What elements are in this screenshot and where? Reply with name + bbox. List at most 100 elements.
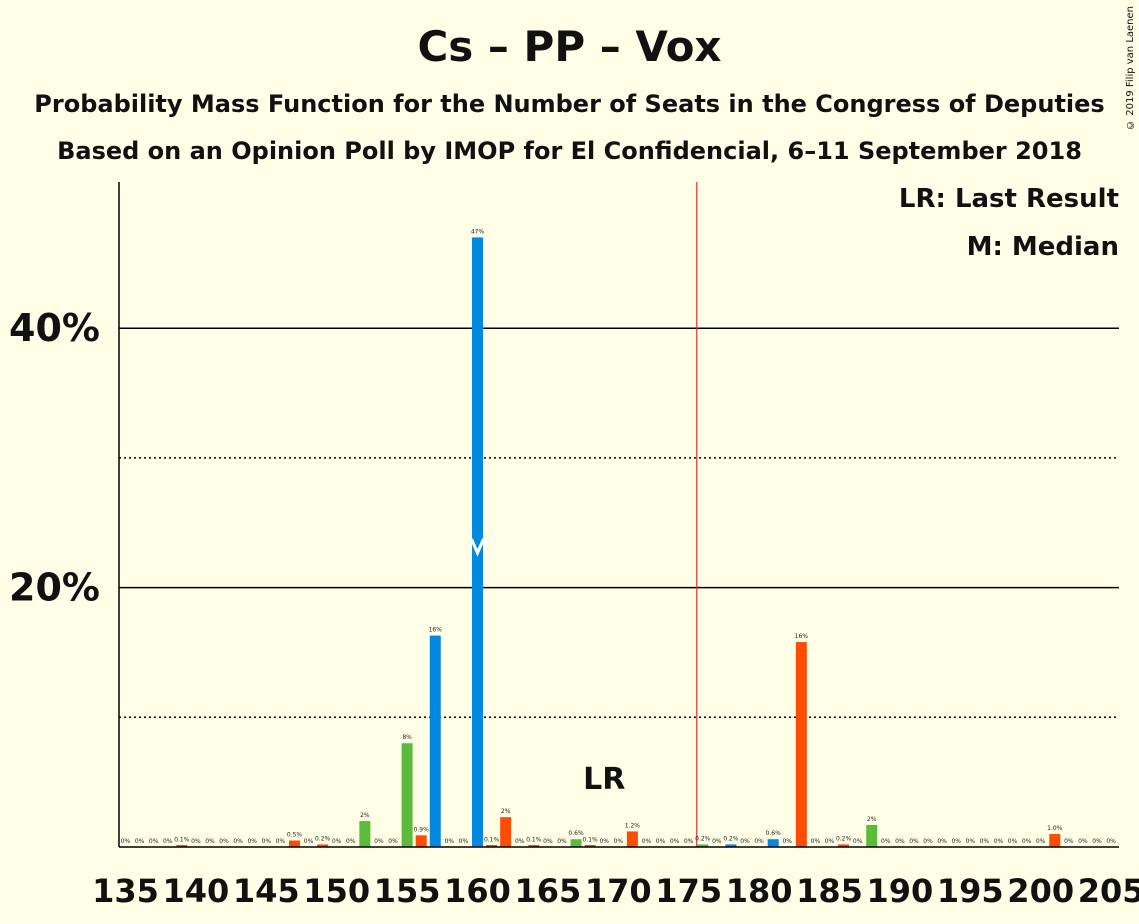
bar-label-140: 0% [191, 838, 201, 845]
legend-last-result: LR: Last Result [898, 184, 1119, 214]
bar-label-184: 0% [811, 838, 821, 845]
bar-label-191: 0% [909, 838, 919, 845]
bar-label-181: 0.6% [766, 830, 782, 837]
bar-label-137: 0% [149, 838, 159, 845]
bar-label-179: 0% [740, 838, 750, 845]
bar-label-145: 0% [262, 838, 272, 845]
bar-label-142: 0% [219, 838, 229, 845]
last-result-marker: LR [583, 762, 625, 797]
bar-label-162: 2% [501, 808, 511, 815]
bar-label-187: 0% [853, 838, 863, 845]
bar-label-154: 0% [388, 838, 398, 845]
x-tick-label: 145 [233, 872, 300, 910]
bar-label-205: 0% [1106, 838, 1116, 845]
bar-label-136: 0% [135, 838, 145, 845]
bar-label-139: 0.1% [174, 837, 190, 844]
bar-label-149: 0.2% [315, 835, 331, 842]
bar-label-192: 0% [923, 838, 933, 845]
bar-label-158: 0% [445, 838, 455, 845]
bar-147 [288, 840, 300, 847]
x-tick-label: 150 [303, 872, 370, 910]
bar-label-190: 0% [895, 838, 905, 845]
bar-162 [500, 817, 512, 847]
chart-subtitle-2: Based on an Opinion Poll by IMOP for El … [57, 137, 1082, 165]
bar-139 [176, 845, 188, 847]
chart-title: Cs – PP – Vox [417, 22, 722, 71]
bar-167 [570, 839, 582, 847]
bar-label-156: 0.9% [414, 826, 430, 833]
bar-label-195: 0% [966, 838, 976, 845]
bar-label-141: 0% [205, 838, 215, 845]
bar-label-185: 0% [825, 838, 835, 845]
bar-label-198: 0% [1008, 838, 1018, 845]
bar-label-200: 0% [1036, 838, 1046, 845]
x-tick-label: 175 [655, 872, 722, 910]
bar-label-201: 1.0% [1047, 825, 1063, 832]
x-tick-label: 185 [796, 872, 863, 910]
bar-label-177: 0% [712, 838, 722, 845]
bar-label-138: 0% [163, 838, 173, 845]
bar-201 [1049, 834, 1061, 847]
bar-label-135: 0% [121, 838, 131, 845]
bar-label-202: 0% [1064, 838, 1074, 845]
bar-label-151: 0% [346, 838, 356, 845]
bar-label-157: 16% [429, 627, 443, 634]
bar-label-176: 0.2% [695, 835, 711, 842]
bar-label-169: 0% [599, 838, 609, 845]
bar-149 [317, 844, 329, 847]
median-marker [470, 538, 485, 557]
bar-161 [486, 845, 498, 847]
bar-label-165: 0% [543, 838, 553, 845]
bar-label-196: 0% [980, 838, 990, 845]
bar-label-155: 8% [402, 734, 412, 741]
bar-label-175: 0% [684, 838, 694, 845]
bar-label-172: 0% [642, 838, 652, 845]
bar-160 [472, 237, 483, 847]
bar-label-182: 0% [782, 838, 792, 845]
bar-label-147: 0.5% [287, 832, 303, 839]
bar-label-168: 0.1% [583, 837, 599, 844]
bar-label-171: 1.2% [625, 822, 641, 829]
x-tick-label: 205 [1078, 872, 1139, 910]
bar-181 [767, 839, 779, 847]
bar-label-203: 0% [1078, 838, 1088, 845]
bar-label-173: 0% [656, 838, 666, 845]
bar-183 [795, 642, 807, 847]
x-tick-label: 155 [374, 872, 441, 910]
bar-label-189: 0% [881, 838, 891, 845]
x-tick-label: 200 [1007, 872, 1074, 910]
bar-label-170: 0% [614, 838, 624, 845]
bar-label-204: 0% [1092, 838, 1102, 845]
bar-label-188: 2% [867, 816, 877, 823]
bar-157 [429, 635, 441, 847]
bar-label-153: 0% [374, 838, 384, 845]
x-tick-label: 160 [444, 872, 511, 910]
bar-155 [401, 743, 413, 847]
bar-label-163: 0% [515, 838, 525, 845]
x-tick-label: 180 [726, 872, 793, 910]
bar-164 [528, 845, 540, 847]
bar-178 [725, 844, 737, 847]
bar-label-180: 0% [754, 838, 764, 845]
bar-label-183: 16% [795, 633, 809, 640]
x-tick-label: 135 [92, 872, 159, 910]
chart-subtitle-1: Probability Mass Function for the Number… [34, 90, 1105, 118]
bar-label-166: 0% [557, 838, 567, 845]
x-tick-label: 190 [867, 872, 934, 910]
bar-168 [584, 845, 596, 847]
bar-label-199: 0% [1022, 838, 1032, 845]
bar-156 [415, 835, 427, 847]
bar-label-194: 0% [951, 838, 961, 845]
bar-186 [838, 844, 850, 847]
bar-label-143: 0% [233, 838, 243, 845]
bar-label-164: 0.1% [526, 837, 542, 844]
bar-188 [866, 824, 878, 847]
bar-label-144: 0% [247, 838, 257, 845]
bar-label-186: 0.2% [836, 835, 852, 842]
bar-152 [359, 821, 371, 847]
x-tick-label: 165 [515, 872, 582, 910]
bar-label-161: 0.1% [484, 837, 500, 844]
y-tick-label: 40% [9, 306, 100, 350]
y-tick-label: 20% [9, 566, 100, 610]
bar-label-148: 0% [304, 838, 314, 845]
